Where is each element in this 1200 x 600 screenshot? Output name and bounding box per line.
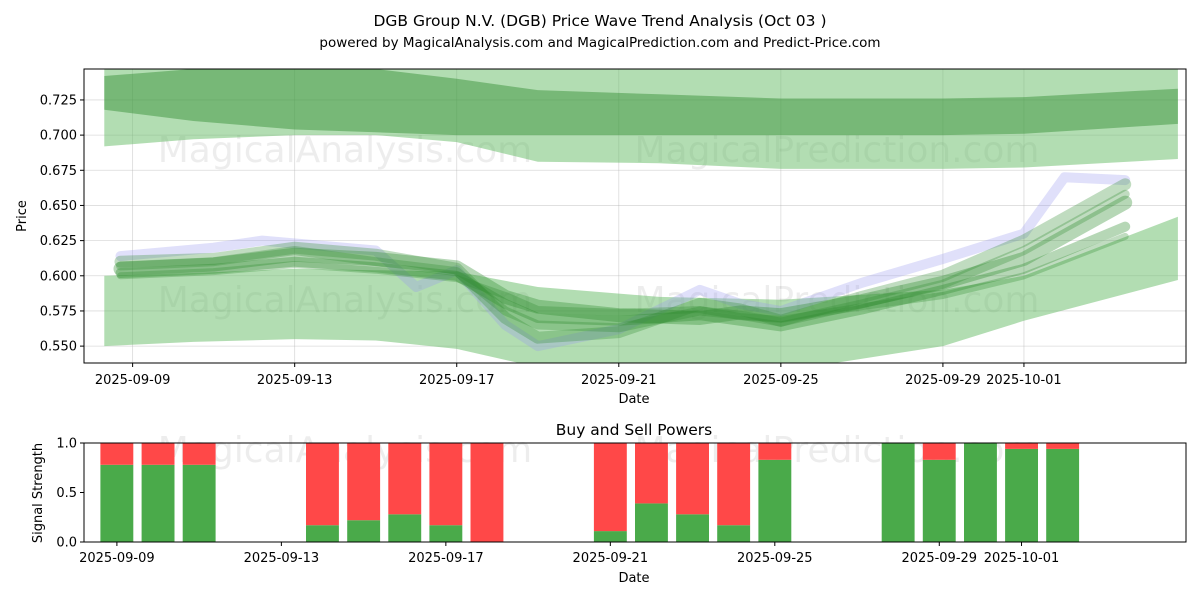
signal-panel: Buy and Sell Powers MagicalAnalysis.com … <box>31 421 1187 586</box>
buy-bar-2025-09-23 <box>676 514 709 542</box>
wave-4-line <box>116 189 1130 333</box>
price-x-ticks: 2025-09-09 2025-09-13 2025-09-17 2025-09-21… <box>95 363 1062 388</box>
lower-band-outer <box>104 216 1178 363</box>
sell-bar-2025-09-18 <box>470 443 504 542</box>
sell-bar-2025-09-17 <box>429 443 463 526</box>
buy-bar-2025-10-01 <box>1005 448 1038 542</box>
price-y-tick-label-3: 0.625 <box>40 234 77 249</box>
price-x-tick-label-0: 2025-09-09 <box>95 373 171 388</box>
buy-bar-2025-09-17 <box>429 525 463 542</box>
buy-bar-2025-09-10 <box>141 464 175 542</box>
price-y-tick-label-6: 0.700 <box>40 129 77 144</box>
signal-x-tick-label-3: 2025-09-21 <box>573 551 649 566</box>
sell-bar-2025-09-11 <box>182 443 216 465</box>
sell-bar-2025-09-15 <box>347 443 381 521</box>
sell-bar-2025-09-22 <box>635 443 668 504</box>
price-y-tick-label-5: 0.675 <box>40 164 77 179</box>
price-x-tick-label-1: 2025-09-13 <box>257 373 333 388</box>
buy-bar-2025-09-25 <box>758 459 792 542</box>
price-x-tick-label-3: 2025-09-21 <box>581 373 657 388</box>
signal-plot-area <box>100 443 1080 542</box>
sell-bar-2025-09-24 <box>717 443 751 526</box>
price-panel: MagicalAnalysis.com MagicalPrediction.co… <box>15 68 1187 407</box>
sell-bar-2025-09-09 <box>100 443 134 465</box>
buy-bar-2025-09-16 <box>388 514 422 542</box>
signal-x-tick-label-6: 2025-10-01 <box>984 551 1060 566</box>
watermark-analysis-3: MagicalAnalysis.com <box>158 430 532 471</box>
chart-title: DGB Group N.V. (DGB) Price Wave Trend An… <box>373 12 826 30</box>
price-y-tick-label-4: 0.650 <box>40 199 77 214</box>
signal-x-ticks: 2025-09-09 2025-09-13 2025-09-17 2025-09-21… <box>79 542 1059 566</box>
alt-wave-line <box>115 172 1131 352</box>
signal-x-tick-label-5: 2025-09-29 <box>902 551 978 566</box>
buy-bar-2025-09-30 <box>964 443 997 542</box>
signal-x-tick-label-0: 2025-09-09 <box>79 551 155 566</box>
buy-bar-2025-09-21 <box>593 531 627 542</box>
price-x-tick-label-4: 2025-09-25 <box>743 373 819 388</box>
sell-bar-2025-09-23 <box>676 443 709 515</box>
chart-subtitle: powered by MagicalAnalysis.com and Magic… <box>319 35 880 51</box>
sell-bar-2025-09-14 <box>306 443 339 526</box>
signal-y-tick-label-0: 0.0 <box>56 536 77 551</box>
buy-bar-2025-09-24 <box>717 525 751 542</box>
wave-1-line <box>113 195 1133 325</box>
sell-bar-2025-10-02 <box>1046 443 1080 449</box>
signal-y-ticks: 0.0 0.5 1.0 <box>56 437 84 551</box>
price-y-tick-label-0: 0.550 <box>40 340 77 355</box>
sell-bar-2025-10-01 <box>1005 443 1038 449</box>
signal-chart-title: Buy and Sell Powers <box>556 421 713 439</box>
signal-y-label: Signal Strength <box>31 443 46 543</box>
signal-x-tick-label-1: 2025-09-13 <box>244 551 320 566</box>
price-y-label: Price <box>15 200 30 232</box>
price-y-tick-label-7: 0.725 <box>40 93 77 108</box>
upper-band-inner <box>104 69 1178 136</box>
buy-bar-2025-09-15 <box>347 520 381 542</box>
buy-bar-2025-09-28 <box>881 443 915 542</box>
sell-bar-2025-09-29 <box>922 443 956 460</box>
price-x-label: Date <box>618 392 649 407</box>
buy-bar-2025-09-09 <box>100 464 134 542</box>
wave-5-line <box>117 232 1129 323</box>
sell-bar-2025-09-25 <box>758 443 792 460</box>
signal-y-tick-label-1: 0.5 <box>56 486 77 501</box>
wave-2-line <box>114 178 1132 344</box>
buy-bar-2025-09-29 <box>922 459 956 542</box>
upper-band-outer <box>104 69 1178 169</box>
buy-bar-2025-09-11 <box>182 464 216 542</box>
price-plot-area <box>104 69 1178 363</box>
sell-bar-2025-09-16 <box>388 443 422 515</box>
buy-bar-2025-09-22 <box>635 503 668 542</box>
sell-bar-2025-09-21 <box>593 443 627 532</box>
signal-y-tick-label-2: 1.0 <box>56 437 77 452</box>
signal-x-tick-label-2: 2025-09-17 <box>408 551 484 566</box>
buy-bar-2025-09-14 <box>306 525 339 542</box>
price-x-tick-label-6: 2025-10-01 <box>986 373 1062 388</box>
price-axes-frame <box>83 68 1187 364</box>
buy-bar-2025-10-02 <box>1046 448 1080 542</box>
price-y-ticks: 0.550 0.575 0.600 0.625 0.650 0.675 0.700 0.725 <box>40 93 84 355</box>
wave-3-line <box>115 221 1131 332</box>
sell-bar-2025-09-10 <box>141 443 175 465</box>
signal-x-label: Date <box>618 571 649 586</box>
price-x-tick-label-5: 2025-09-29 <box>905 373 981 388</box>
price-x-tick-label-2: 2025-09-17 <box>419 373 495 388</box>
price-y-tick-label-2: 0.600 <box>40 269 77 284</box>
signal-x-tick-label-4: 2025-09-25 <box>737 551 813 566</box>
price-y-tick-label-1: 0.575 <box>40 304 77 319</box>
